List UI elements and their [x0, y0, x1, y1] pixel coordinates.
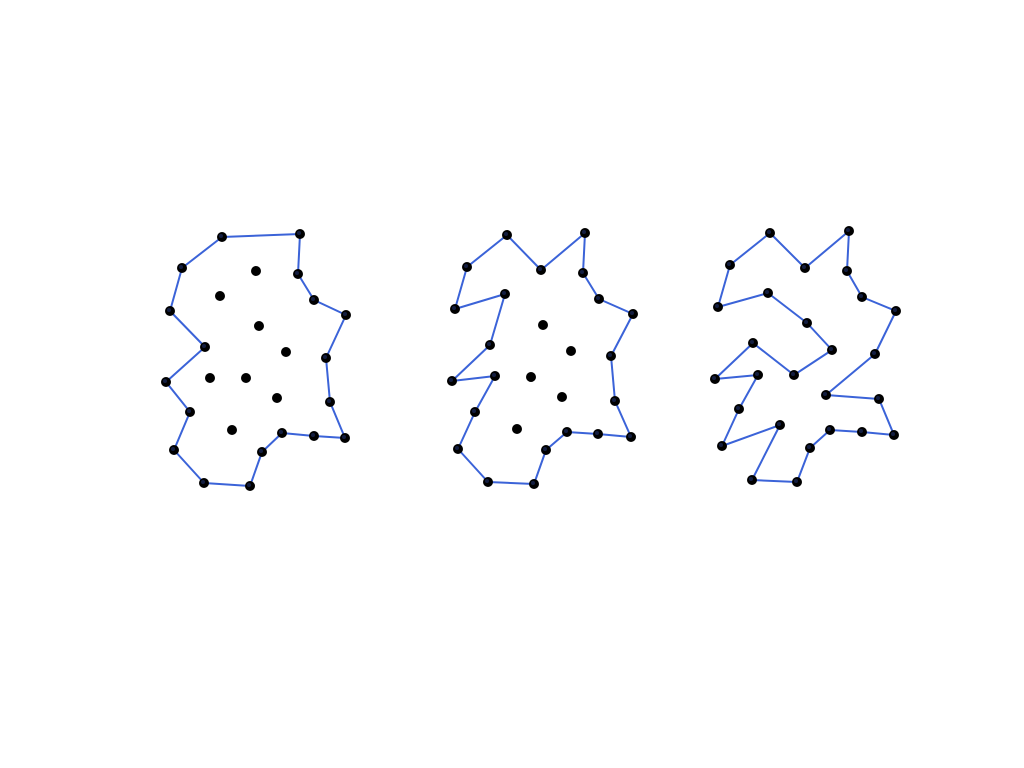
path-vertex-highlight [543, 447, 547, 451]
path-vertex-highlight [755, 372, 759, 376]
path-vertex-highlight [876, 396, 880, 400]
path-vertex-highlight [502, 291, 506, 295]
interior-point [281, 347, 291, 357]
polygon-path [714, 230, 897, 483]
polygon-panel-2 [447, 228, 638, 489]
path-vertex-highlight [582, 230, 586, 234]
path-vertex-highlight [859, 429, 863, 433]
path-vertex-highlight [893, 308, 897, 312]
polygon-path [165, 233, 347, 487]
path-vertex-highlight [844, 268, 848, 272]
path-vertex-highlight [295, 271, 299, 275]
path-vertex-highlight [449, 378, 453, 382]
path-vertex-highlight [327, 399, 331, 403]
path-vertex-highlight [343, 312, 347, 316]
interior-point [512, 424, 522, 434]
path-vertex-highlight [727, 262, 731, 266]
path-vertex-highlight [807, 445, 811, 449]
path-vertex-highlight [596, 296, 600, 300]
interior-point [251, 266, 261, 276]
interior-point [557, 392, 567, 402]
path-vertex-highlight [247, 483, 251, 487]
path-vertex-highlight [179, 265, 183, 269]
interior-point [254, 321, 264, 331]
path-vertex-highlight [612, 398, 616, 402]
path-vertex-highlight [538, 267, 542, 271]
path-vertex-highlight [455, 446, 459, 450]
path-vertex-highlight [712, 376, 716, 380]
path-vertex-highlight [595, 431, 599, 435]
path-vertex-highlight [736, 406, 740, 410]
path-vertex-highlight [630, 311, 634, 315]
path-vertex-highlight [628, 434, 632, 438]
interior-point [205, 373, 215, 383]
path-vertex-highlight [311, 297, 315, 301]
path-vertex-highlight [791, 372, 795, 376]
path-vertex-highlight [187, 409, 191, 413]
path-vertex-highlight [804, 320, 808, 324]
path-vertex-highlight [719, 443, 723, 447]
path-vertex-highlight [827, 427, 831, 431]
path-vertex-highlight [202, 344, 206, 348]
path-vertex-highlight [487, 342, 491, 346]
interior-point [241, 373, 251, 383]
interior-point [538, 320, 548, 330]
polygon-panel-3 [710, 226, 901, 487]
path-vertex-highlight [823, 392, 827, 396]
path-vertex-highlight [829, 347, 833, 351]
path-vertex-highlight [750, 340, 754, 344]
path-vertex-highlight [167, 308, 171, 312]
path-vertex-highlight [891, 432, 895, 436]
path-vertex-highlight [715, 304, 719, 308]
interior-point [566, 346, 576, 356]
path-vertex-highlight [342, 435, 346, 439]
path-vertex-highlight [279, 430, 283, 434]
polygon-panel-1 [161, 229, 351, 491]
path-vertex-highlight [472, 409, 476, 413]
interior-point [227, 425, 237, 435]
path-vertex-highlight [492, 373, 496, 377]
path-vertex-highlight [859, 294, 863, 298]
path-vertex-highlight [464, 264, 468, 268]
path-vertex-highlight [580, 270, 584, 274]
path-vertex-highlight [872, 351, 876, 355]
path-vertex-highlight [259, 449, 263, 453]
path-vertex-highlight [297, 231, 301, 235]
path-vertex-highlight [171, 447, 175, 451]
interior-point [215, 291, 225, 301]
path-vertex-highlight [163, 379, 167, 383]
path-vertex-highlight [311, 433, 315, 437]
path-vertex-highlight [846, 228, 850, 232]
path-vertex-highlight [564, 429, 568, 433]
path-vertex-highlight [504, 232, 508, 236]
path-vertex-highlight [452, 306, 456, 310]
path-vertex-highlight [219, 234, 223, 238]
path-vertex-highlight [749, 477, 753, 481]
path-vertex-highlight [201, 480, 205, 484]
path-vertex-highlight [767, 230, 771, 234]
path-vertex-highlight [794, 479, 798, 483]
path-vertex-highlight [485, 479, 489, 483]
interior-point [526, 372, 536, 382]
path-vertex-highlight [531, 481, 535, 485]
path-vertex-highlight [777, 422, 781, 426]
path-vertex-highlight [323, 355, 327, 359]
path-vertex-highlight [765, 290, 769, 294]
path-vertex-highlight [802, 265, 806, 269]
path-vertex-highlight [608, 353, 612, 357]
interior-point [272, 393, 282, 403]
